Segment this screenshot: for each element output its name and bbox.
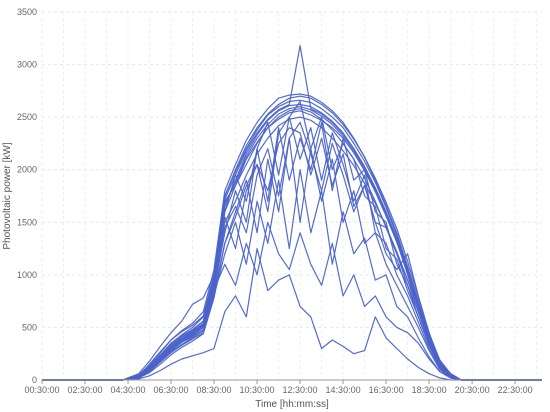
series-line-10 — [42, 169, 542, 381]
x-tick-labels: 00:30:00 02:30:00 04:30:00 06:30:00 08:30:00… — [24, 385, 532, 395]
series-line-15 — [42, 105, 542, 381]
series-line-12 — [42, 221, 542, 381]
x-tick-label-8: 16:30:00 — [369, 385, 404, 395]
grid-lines — [41, 11, 542, 384]
x-tick-label-11: 22:30:00 — [498, 385, 533, 395]
y-tick-label-2: 1000 — [17, 270, 37, 280]
series-line-17 — [42, 95, 542, 381]
series-line-14 — [42, 127, 542, 381]
series-line-6 — [42, 44, 542, 381]
x-tick-label-4: 08:30:00 — [197, 385, 232, 395]
series-lines — [42, 44, 542, 381]
x-tick-label-9: 18:30:00 — [412, 385, 447, 395]
x-axis-title: Time [hh:mm:ss] — [255, 399, 329, 410]
series-line-9 — [42, 116, 542, 381]
y-tick-label-5: 2500 — [17, 112, 37, 122]
y-tick-label-6: 3000 — [17, 60, 37, 70]
series-line-16 — [42, 121, 542, 381]
x-tick-label-7: 14:30:00 — [326, 385, 361, 395]
series-line-3 — [42, 110, 542, 381]
x-tick-label-2: 04:30:00 — [110, 385, 145, 395]
series-line-13 — [42, 248, 542, 381]
x-tick-label-6: 12:30:00 — [283, 385, 318, 395]
y-tick-labels: 0 500 1000 1500 2000 2500 3000 3500 — [17, 7, 37, 385]
x-tick-label-10: 20:30:00 — [455, 385, 490, 395]
series-line-4 — [42, 108, 542, 381]
series-line-5 — [42, 116, 542, 381]
x-tick-label-1: 02:30:00 — [67, 385, 102, 395]
x-tick-label-0: 00:30:00 — [24, 385, 59, 395]
series-line-11 — [42, 100, 542, 381]
x-tick-label-5: 10:30:00 — [240, 385, 275, 395]
y-tick-label-4: 2000 — [17, 165, 37, 175]
series-line-0 — [42, 99, 542, 381]
y-tick-label-0: 0 — [32, 375, 37, 385]
y-tick-label-3: 1500 — [17, 217, 37, 227]
series-line-8 — [42, 137, 542, 381]
series-line-2 — [42, 93, 542, 381]
y-tick-label-1: 500 — [22, 322, 37, 332]
y-axis-title: Photovoltaic power [kW] — [2, 142, 13, 249]
series-line-1 — [42, 103, 542, 381]
x-tick-label-3: 06:30:00 — [154, 385, 189, 395]
y-tick-label-7: 3500 — [17, 7, 37, 17]
